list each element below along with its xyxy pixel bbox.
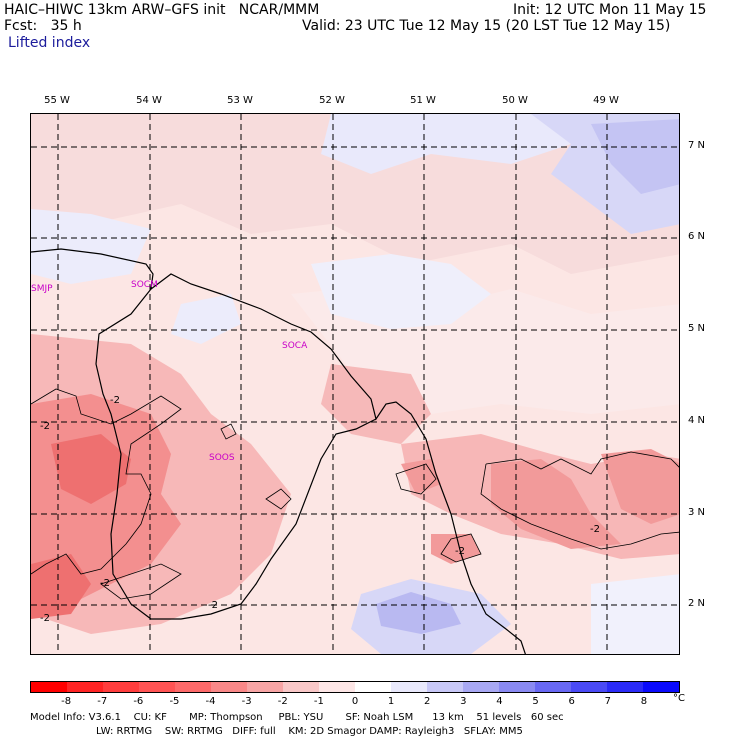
- lon-label-50w: 50 W: [502, 95, 528, 106]
- station-socm: SOCM: [131, 280, 158, 290]
- colorbar-tick-label: 6: [568, 696, 575, 707]
- colorbar-swatch: [427, 682, 463, 692]
- colorbar-tick-label: 0: [351, 696, 359, 707]
- lat-label-3n: 3 N: [688, 507, 706, 518]
- station-soca: SOCA: [282, 341, 308, 351]
- colorbar-tick-label: 4: [496, 696, 503, 707]
- contour-label: -2: [455, 546, 465, 557]
- colorbar-tick-label: 8: [640, 696, 648, 707]
- colorbar: [30, 681, 680, 693]
- contour-label: -2: [40, 421, 50, 432]
- lon-label-54w: 54 W: [136, 95, 162, 106]
- contour-label: -2: [40, 613, 50, 624]
- lat-label-6n: 6 N: [688, 231, 706, 242]
- model-title: HAIC–HIWC 13km ARW–GFS init NCAR/MMM: [4, 2, 320, 18]
- colorbar-swatch: [211, 682, 247, 692]
- colorbar-tick-label: -7: [97, 696, 108, 707]
- colorbar-swatch: [31, 682, 67, 692]
- lon-label-51w: 51 W: [410, 95, 436, 106]
- contour-label: -2: [590, 524, 600, 535]
- colorbar-swatch: [355, 682, 391, 692]
- station-soos: SOOS: [209, 453, 235, 463]
- colorbar-swatch: [247, 682, 283, 692]
- colorbar-tick-label: 3: [460, 696, 467, 707]
- colorbar-swatch: [571, 682, 607, 692]
- init-time: Init: 12 UTC Mon 11 May 15: [513, 2, 707, 18]
- colorbar-swatch: [463, 682, 499, 692]
- colorbar-tick-label: -1: [313, 696, 324, 707]
- station-smjp: SMJP: [31, 284, 53, 294]
- colorbar-swatch: [103, 682, 139, 692]
- colorbar-swatch: [499, 682, 535, 692]
- lat-label-7n: 7 N: [688, 140, 706, 151]
- colorbar-unit: °C: [673, 693, 685, 704]
- lon-label-53w: 53 W: [227, 95, 253, 106]
- colorbar-swatch: [319, 682, 355, 692]
- contour-label: -2: [208, 600, 218, 611]
- colorbar-tick-label: -2: [277, 696, 288, 707]
- lon-label-52w: 52 W: [319, 95, 345, 106]
- colorbar-swatch: [139, 682, 175, 692]
- lat-label-5n: 5 N: [688, 323, 706, 334]
- colorbar-tick-label: -6: [133, 696, 144, 707]
- colorbar-tick-label: 7: [604, 696, 611, 707]
- lon-label-55w: 55 W: [44, 95, 70, 106]
- field-name: Lifted index: [8, 35, 91, 51]
- colorbar-swatch: [535, 682, 571, 692]
- colorbar-tick-label: -3: [241, 696, 252, 707]
- contour-label: -2: [110, 395, 120, 406]
- valid-time: Valid: 23 UTC Tue 12 May 15 (20 LST Tue …: [302, 18, 671, 34]
- lifted-index-field: [31, 114, 679, 654]
- colorbar-swatch: [175, 682, 211, 692]
- colorbar-swatch: [643, 682, 679, 692]
- colorbar-swatch: [67, 682, 103, 692]
- colorbar-tick-label: -4: [205, 696, 216, 707]
- map-panel: [30, 113, 680, 655]
- colorbar-swatch: [607, 682, 643, 692]
- colorbar-tick-label: 1: [387, 696, 395, 707]
- model-info-line-2: LW: RRTMG SW: RRTMG DIFF: full KM: 2D Sm…: [96, 726, 523, 737]
- forecast-hour: Fcst: 35 h: [4, 18, 82, 34]
- colorbar-swatch: [391, 682, 427, 692]
- contour-label: -2: [100, 578, 110, 589]
- lon-label-49w: 49 W: [593, 95, 619, 106]
- lat-label-2n: 2 N: [688, 598, 706, 609]
- colorbar-tick-label: 2: [424, 696, 431, 707]
- colorbar-tick-label: -5: [169, 696, 180, 707]
- colorbar-swatch: [283, 682, 319, 692]
- model-info-line-1: Model Info: V3.6.1 CU: KF MP: Thompson P…: [30, 712, 564, 723]
- colorbar-tick-label: -8: [61, 696, 72, 707]
- colorbar-tick-label: 5: [532, 696, 539, 707]
- lat-label-4n: 4 N: [688, 415, 706, 426]
